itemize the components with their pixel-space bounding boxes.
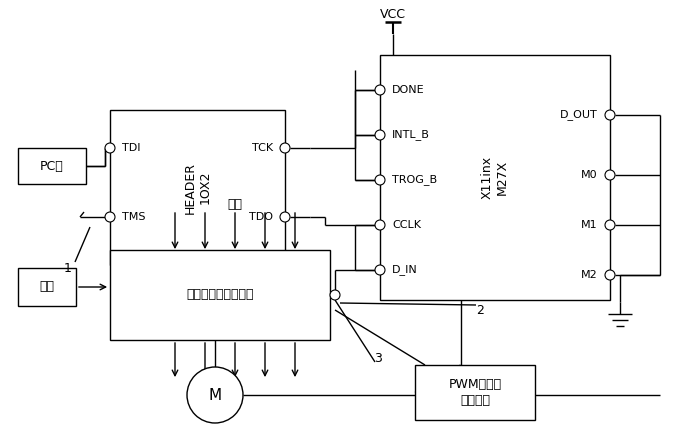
Circle shape [105, 143, 115, 153]
Circle shape [187, 367, 243, 423]
Text: INTL_B: INTL_B [392, 130, 430, 140]
Text: PC机: PC机 [40, 160, 64, 172]
Circle shape [375, 85, 385, 95]
Text: M2: M2 [581, 270, 598, 280]
Bar [110, 110, 285, 265]
Circle shape [375, 220, 385, 230]
Text: X11inx
M27X: X11inx M27X [481, 156, 509, 199]
Circle shape [280, 143, 290, 153]
Bar [415, 365, 535, 420]
Text: TDO: TDO [249, 212, 273, 222]
Circle shape [605, 270, 615, 280]
Text: M1: M1 [581, 220, 598, 230]
Circle shape [375, 175, 385, 185]
Circle shape [330, 290, 340, 300]
Text: 阴极开放式燃料电池: 阴极开放式燃料电池 [186, 288, 254, 302]
Circle shape [605, 170, 615, 180]
Text: 3: 3 [374, 351, 382, 365]
Circle shape [605, 220, 615, 230]
Bar [18, 148, 86, 184]
Text: PWM直流电
机调速器: PWM直流电 机调速器 [448, 378, 502, 407]
Text: 2: 2 [476, 303, 484, 317]
Text: 氢气: 氢气 [39, 280, 54, 294]
Text: TCK: TCK [252, 143, 273, 153]
Circle shape [105, 212, 115, 222]
Text: D_OUT: D_OUT [560, 109, 598, 120]
Text: CCLK: CCLK [392, 220, 421, 230]
Text: D_IN: D_IN [392, 265, 418, 276]
Bar [380, 55, 610, 300]
Circle shape [375, 130, 385, 140]
Text: 1: 1 [64, 262, 72, 274]
Text: HEADER
1OX2: HEADER 1OX2 [184, 161, 211, 213]
Text: TMS: TMS [122, 212, 146, 222]
Text: 空气: 空气 [228, 198, 243, 212]
Circle shape [280, 212, 290, 222]
Bar [18, 268, 76, 306]
Text: TROG_B: TROG_B [392, 175, 437, 186]
Text: DONE: DONE [392, 85, 424, 95]
Circle shape [375, 265, 385, 275]
Text: M: M [209, 388, 222, 403]
Text: TDI: TDI [122, 143, 141, 153]
Bar [110, 250, 330, 340]
Circle shape [605, 110, 615, 120]
Text: M0: M0 [581, 170, 598, 180]
Text: VCC: VCC [380, 7, 406, 20]
